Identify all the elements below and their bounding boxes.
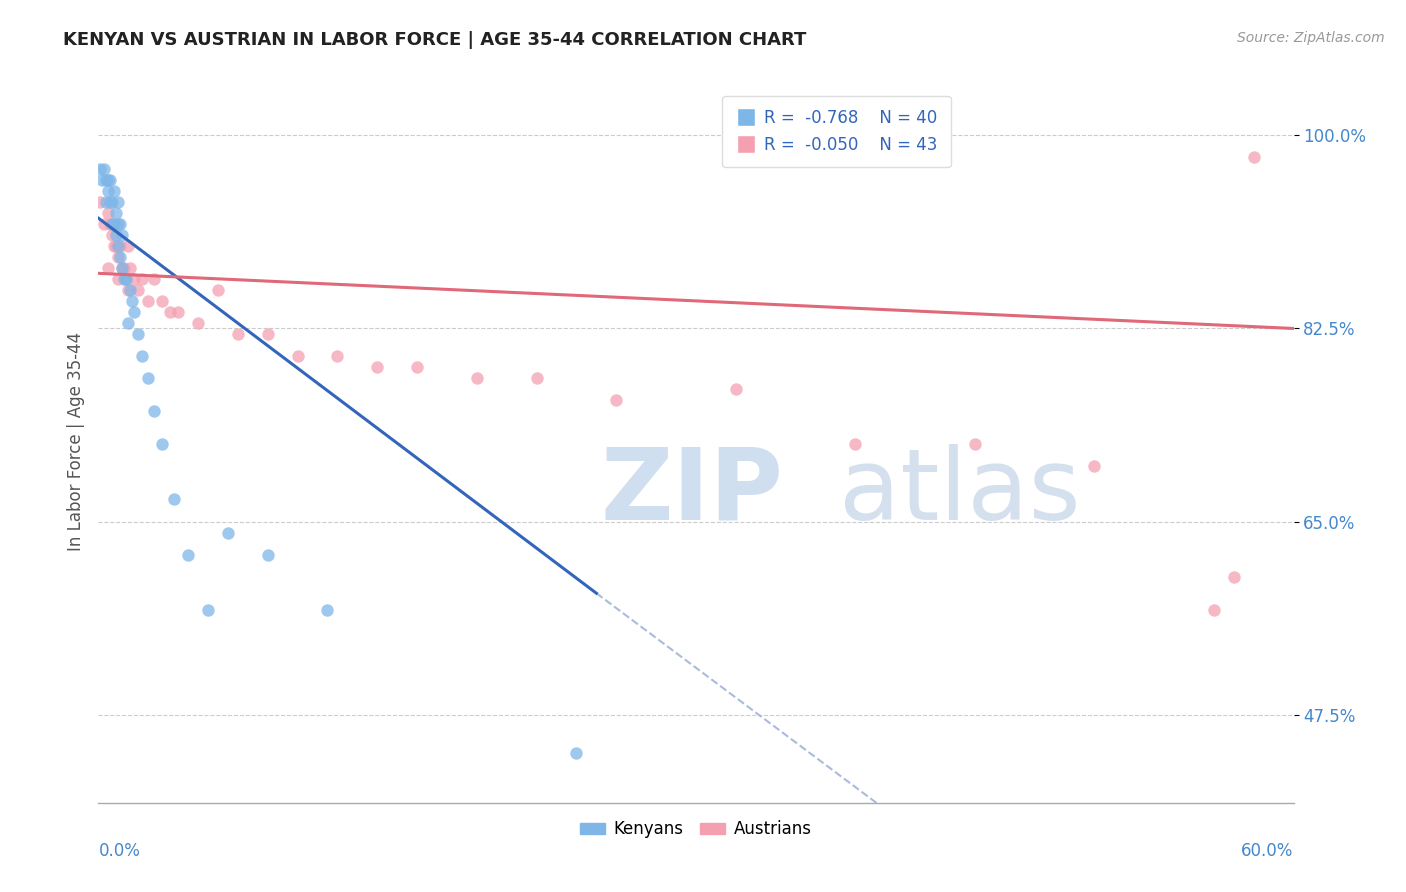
Point: [105, 205, 128, 219]
Point: [111, 227, 134, 242]
Point: [844, 437, 866, 451]
Point: [97, 184, 120, 198]
Point: [316, 603, 339, 617]
Point: [89, 161, 111, 176]
Point: [120, 283, 142, 297]
Text: KENYAN VS AUSTRIAN IN LABOR FORCE | AGE 35-44 CORRELATION CHART: KENYAN VS AUSTRIAN IN LABOR FORCE | AGE …: [63, 31, 807, 49]
Point: [96, 194, 118, 209]
Point: [97, 172, 120, 186]
Point: [256, 326, 278, 341]
Point: [143, 404, 166, 418]
Point: [159, 305, 181, 319]
Legend: Kenyans, Austrians: Kenyans, Austrians: [574, 814, 818, 845]
Point: [526, 371, 548, 385]
Point: [107, 250, 129, 264]
Point: [110, 238, 132, 252]
Point: [93, 217, 115, 231]
Point: [107, 272, 129, 286]
Point: [89, 194, 111, 209]
Point: [103, 217, 125, 231]
Point: [120, 260, 142, 275]
Point: [101, 227, 124, 242]
Point: [150, 437, 173, 451]
Point: [115, 272, 138, 286]
Point: [117, 316, 139, 330]
Y-axis label: In Labor Force | Age 35-44: In Labor Force | Age 35-44: [66, 332, 84, 551]
Point: [103, 184, 125, 198]
Point: [1223, 569, 1246, 583]
Point: [121, 293, 143, 308]
Point: [101, 217, 124, 231]
Point: [101, 194, 124, 209]
Point: [167, 305, 190, 319]
Point: [136, 293, 159, 308]
Text: Source: ZipAtlas.com: Source: ZipAtlas.com: [1237, 31, 1385, 45]
Point: [117, 238, 139, 252]
Point: [1083, 459, 1105, 474]
Text: 60.0%: 60.0%: [1241, 842, 1294, 860]
Point: [111, 260, 134, 275]
Point: [112, 272, 135, 286]
Point: [406, 360, 429, 375]
Text: atlas: atlas: [839, 443, 1081, 541]
Point: [197, 603, 219, 617]
Point: [131, 272, 153, 286]
Point: [131, 349, 153, 363]
Point: [1243, 151, 1265, 165]
Point: [326, 349, 349, 363]
Point: [724, 382, 747, 396]
Point: [136, 371, 159, 385]
Text: 0.0%: 0.0%: [98, 842, 141, 860]
Text: ZIP: ZIP: [600, 443, 783, 541]
Point: [93, 161, 115, 176]
Point: [177, 548, 200, 562]
Point: [107, 194, 129, 209]
Point: [112, 260, 135, 275]
Point: [226, 326, 249, 341]
Point: [96, 172, 118, 186]
Point: [256, 548, 278, 562]
Point: [163, 492, 186, 507]
Point: [98, 172, 122, 186]
Point: [1202, 603, 1225, 617]
Point: [366, 360, 388, 375]
Point: [605, 393, 627, 408]
Point: [107, 217, 129, 231]
Point: [107, 238, 129, 252]
Point: [127, 283, 149, 297]
Point: [465, 371, 488, 385]
Point: [98, 194, 122, 209]
Point: [110, 217, 132, 231]
Point: [963, 437, 986, 451]
Point: [98, 217, 122, 231]
Point: [105, 227, 128, 242]
Point: [105, 238, 128, 252]
Point: [124, 272, 146, 286]
Point: [287, 349, 309, 363]
Point: [111, 260, 134, 275]
Point: [97, 205, 120, 219]
Point: [187, 316, 209, 330]
Point: [103, 238, 125, 252]
Point: [150, 293, 173, 308]
Point: [143, 272, 166, 286]
Point: [217, 525, 239, 540]
Point: [207, 283, 229, 297]
Point: [117, 283, 139, 297]
Point: [115, 272, 138, 286]
Point: [127, 326, 149, 341]
Point: [565, 746, 588, 760]
Point: [91, 172, 114, 186]
Point: [124, 305, 146, 319]
Point: [97, 260, 120, 275]
Point: [110, 250, 132, 264]
